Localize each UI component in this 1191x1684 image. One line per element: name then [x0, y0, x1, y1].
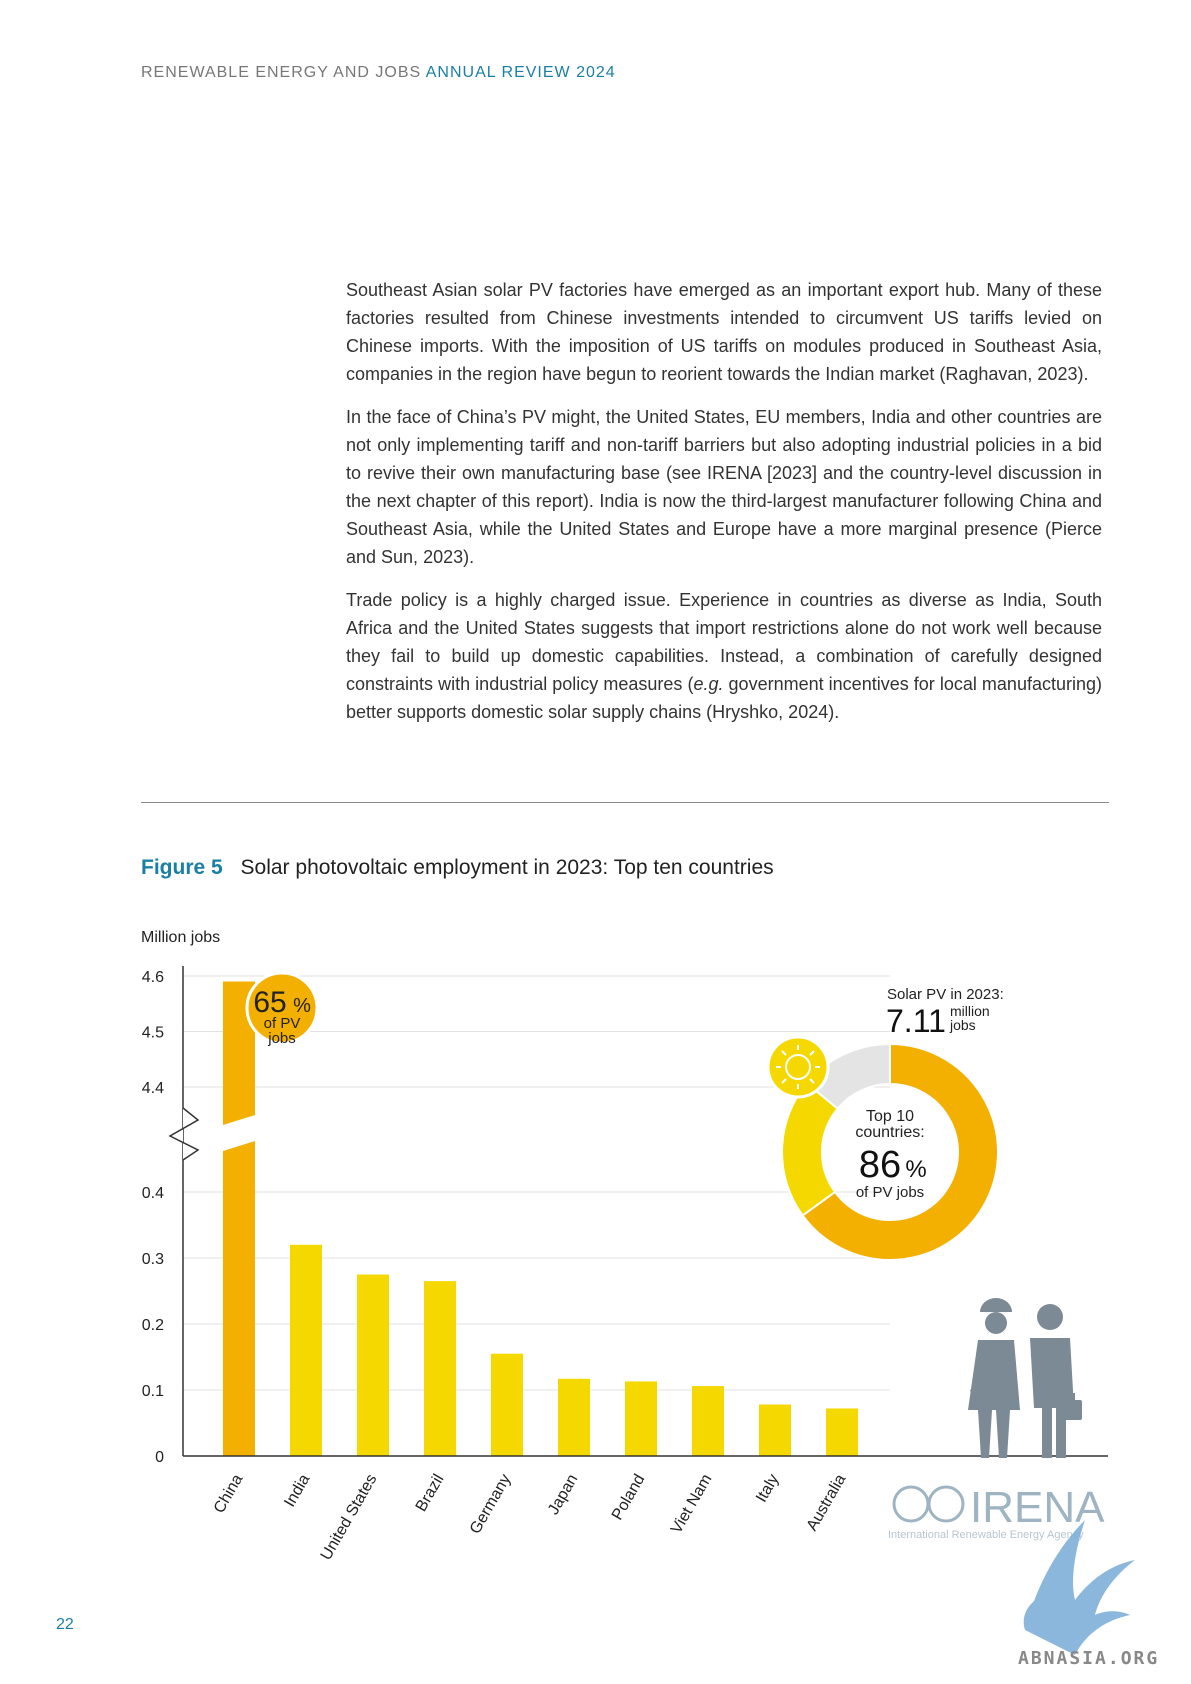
bar-india: [290, 1244, 322, 1456]
irena-logo: IRENA International Renewable Energy Age…: [888, 1483, 1105, 1541]
sun-icon: [766, 1035, 830, 1099]
donut-unit: %: [905, 1156, 926, 1183]
donut-label-1: Top 10: [866, 1108, 914, 1125]
figure-label: Figure 5: [141, 856, 223, 879]
section-divider: [141, 802, 1109, 803]
header-accent: ANNUAL REVIEW 2024: [425, 64, 616, 81]
x-tick-labels: China India United States Brazil Germany Japa…: [211, 1471, 850, 1563]
y-tick-label: 4.5: [142, 1025, 164, 1042]
paragraph-3-italic: e.g.: [693, 674, 724, 694]
bars: [223, 981, 858, 1456]
paragraph-3-after: government incentives for local manufact…: [346, 674, 1102, 722]
header-prefix: RENEWABLE ENERGY AND JOBS: [141, 64, 422, 81]
china-share-unit: %: [293, 995, 311, 1017]
y-tick-labels: 0 0.1 0.2 0.3 0.4 4.4 4.5 4.6: [142, 969, 164, 1466]
bar-brazil: [424, 1281, 456, 1456]
x-tick-label: Italy: [753, 1472, 782, 1506]
axis-break-mark: [168, 1107, 200, 1161]
x-tick-label: Germany: [467, 1472, 515, 1537]
bar-japan: [558, 1378, 590, 1456]
paragraph-3-before: Trade policy is a highly charged issue. …: [346, 590, 1102, 694]
figure-caption: Solar photovoltaic employment in 2023: T…: [240, 856, 774, 879]
bar-italy: [759, 1404, 791, 1456]
total-jobs-callout: Solar PV in 2023: 7.11 million jobs: [886, 986, 1004, 1039]
bar-germany: [491, 1353, 523, 1456]
page-number: 22: [56, 1616, 74, 1633]
x-tick-label: Brazil: [413, 1472, 448, 1515]
workers-illustration-icon: [968, 1298, 1082, 1458]
y-tick-label: 0.2: [142, 1317, 164, 1334]
total-label: Solar PV in 2023:: [887, 986, 1004, 1003]
bar-australia: [826, 1408, 858, 1456]
total-unit-1: million: [950, 1003, 990, 1019]
y-axis-label: Million jobs: [141, 929, 220, 946]
china-share-line1: of PV: [264, 1015, 301, 1032]
paragraph-3: Trade policy is a highly charged issue. …: [346, 586, 1102, 726]
x-tick-label: India: [281, 1471, 313, 1510]
donut-sub: of PV jobs: [856, 1184, 924, 1201]
watermark-text: ABNASIA.ORG: [1018, 1648, 1160, 1669]
bar-united-states: [357, 1274, 389, 1456]
bar-viet-nam: [692, 1386, 724, 1456]
donut-value: 86: [859, 1144, 901, 1186]
paragraph-1: Southeast Asian solar PV factories have …: [346, 280, 1102, 384]
x-tick-label: China: [211, 1471, 247, 1516]
donut-center-label: Top 10 countries: 86 % of PV jobs: [855, 1108, 926, 1201]
running-header: RENEWABLE ENERGY AND JOBS ANNUAL REVIEW …: [141, 64, 616, 82]
x-tick-label: Australia: [804, 1471, 850, 1533]
china-share-value: 65: [253, 986, 286, 1019]
bar-poland: [625, 1381, 657, 1456]
y-tick-label: 0.4: [142, 1185, 164, 1202]
total-unit-2: jobs: [949, 1017, 976, 1033]
globe-icon: [892, 1485, 965, 1523]
irena-logo-name: IRENA: [970, 1483, 1105, 1532]
bar-china-lower: [223, 1141, 255, 1456]
china-share-badge: 65 % of PV jobs: [245, 971, 319, 1047]
y-tick-label: 4.4: [142, 1080, 164, 1097]
china-share-line2: jobs: [267, 1030, 296, 1047]
donut-segment-china: [801, 1042, 999, 1261]
paragraph-2: In the face of China’s PV might, the Uni…: [346, 407, 1102, 567]
x-tick-label: United States: [318, 1472, 381, 1564]
x-tick-label: Viet Nam: [668, 1472, 715, 1537]
x-tick-label: Poland: [609, 1472, 649, 1524]
body-text: Southeast Asian solar PV factories have …: [346, 276, 1102, 741]
watermark-bird-icon: [1023, 1520, 1135, 1655]
y-tick-label: 0.3: [142, 1251, 164, 1268]
y-tick-label: 0.1: [142, 1383, 164, 1400]
donut-label-2: countries:: [855, 1124, 924, 1141]
share-donut: [781, 1042, 999, 1261]
irena-logo-subtitle: International Renewable Energy Agency: [888, 1529, 1084, 1541]
y-tick-label: 4.6: [142, 969, 164, 986]
total-value: 7.11: [886, 1003, 946, 1039]
y-tick-label: 0: [155, 1449, 164, 1466]
x-tick-label: Japan: [545, 1472, 582, 1518]
figure-title: Figure 5 Solar photovoltaic employment i…: [141, 856, 774, 880]
